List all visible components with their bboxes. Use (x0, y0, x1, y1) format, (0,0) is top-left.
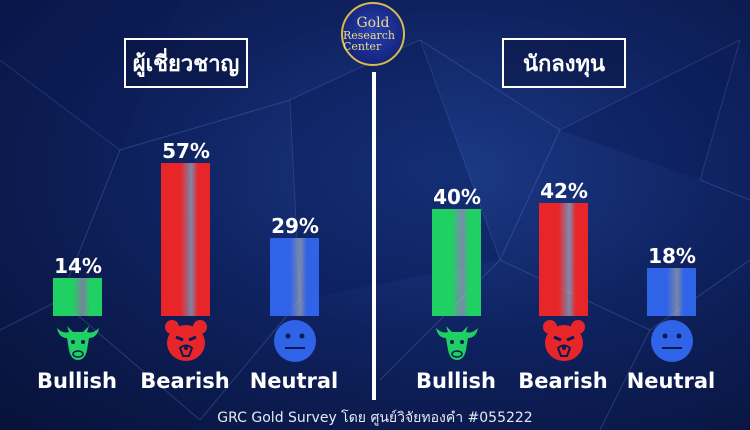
neutral-face-icon (647, 318, 697, 364)
logo-subtext: Research Center (343, 29, 396, 53)
data-label-neutral: 18% (648, 243, 696, 268)
bar-neutral (270, 238, 319, 316)
logo-text: Gold (356, 15, 390, 31)
category-label-neutral: Neutral (249, 369, 339, 393)
panel-divider (372, 72, 376, 400)
category-label-bullish: Bullish (415, 369, 496, 393)
footer-credit: GRC Gold Survey โดย ศูนย์วิจัยทองคำ #055… (217, 410, 533, 426)
gold-research-center-logo: Gold Research Center (341, 2, 405, 66)
category-label-neutral: Neutral (626, 369, 716, 393)
bar-neutral (647, 267, 696, 316)
bull-icon (432, 318, 482, 364)
experts-title: ผู้เชี่ยวชาญ (124, 38, 248, 88)
category-label-bearish: Bearish (140, 369, 230, 393)
data-label-bullish: 14% (54, 254, 102, 279)
bear-icon (539, 318, 589, 364)
data-label-neutral: 29% (271, 214, 319, 239)
bar-bullish (432, 208, 481, 316)
bull-icon (53, 318, 103, 364)
bar-bearish (161, 163, 210, 316)
data-label-bullish: 40% (433, 184, 481, 209)
category-label-bullish: Bullish (36, 369, 117, 393)
data-label-bearish: 42% (540, 179, 588, 204)
bar-bearish (539, 203, 588, 316)
bear-icon (161, 318, 211, 364)
bar-bullish (53, 278, 102, 316)
neutral-face-icon (270, 318, 320, 364)
investors-title: นักลงทุน (502, 38, 626, 88)
category-label-bearish: Bearish (518, 369, 608, 393)
data-label-bearish: 57% (162, 139, 210, 164)
